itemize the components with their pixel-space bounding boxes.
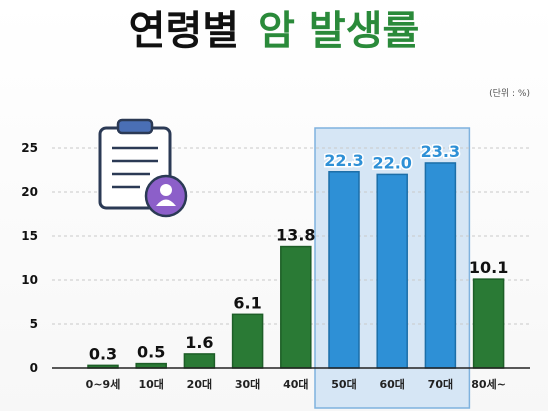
y-tick-label: 5 xyxy=(30,317,38,331)
y-tick-label: 25 xyxy=(21,141,38,155)
x-tick-label: 70대 xyxy=(428,377,453,391)
value-label: 0.5 xyxy=(137,343,165,362)
unit-note: (단위 : %) xyxy=(489,88,530,99)
value-label: 0.3 xyxy=(89,344,117,363)
chart-title: 연령별 암 발생률 xyxy=(129,8,420,54)
clipboard-person-icon xyxy=(98,118,188,218)
value-label: 1.6 xyxy=(185,333,213,352)
value-label: 22.3 xyxy=(324,151,363,170)
bar-20대 xyxy=(183,353,216,369)
y-axis-ticks: 0 5 10 15 20 25 xyxy=(21,141,38,375)
value-label: 10.1 xyxy=(469,258,508,277)
x-tick-label: 0~9세 xyxy=(86,377,121,391)
x-tick-label: 10대 xyxy=(138,377,163,391)
x-axis-ticks: 0~9세 10대 20대 30대 40대 50대 60대 70대 80세~ xyxy=(86,377,506,391)
bar-30대 xyxy=(231,313,264,369)
x-tick-label: 50대 xyxy=(331,377,356,391)
y-tick-label: 20 xyxy=(21,185,38,199)
y-tick-label: 10 xyxy=(21,273,38,287)
bar-80세~ xyxy=(472,278,505,369)
value-label: 22.0 xyxy=(372,153,411,172)
x-tick-label: 80세~ xyxy=(471,377,506,391)
bar-70대 xyxy=(424,162,457,369)
bar-60대 xyxy=(376,173,408,369)
y-tick-label: 0 xyxy=(30,361,38,375)
bars xyxy=(87,162,505,369)
x-tick-label: 20대 xyxy=(187,377,212,391)
title-part-black: 연령별 xyxy=(129,8,239,54)
x-tick-label: 30대 xyxy=(235,377,260,391)
value-labels: 0.3 0.5 1.6 6.1 13.8 22.3 22.0 23.3 10.1 xyxy=(89,140,509,363)
title-part-green: 암 발생률 xyxy=(258,8,419,54)
y-tick-label: 15 xyxy=(21,229,38,243)
bar-40대 xyxy=(280,245,312,369)
value-label: 13.8 xyxy=(276,226,315,245)
x-tick-label: 60대 xyxy=(379,377,404,391)
value-label: 6.1 xyxy=(233,293,261,312)
x-tick-label: 40대 xyxy=(283,377,308,391)
bar-50대 xyxy=(328,171,360,369)
value-label: 23.3 xyxy=(421,142,460,161)
